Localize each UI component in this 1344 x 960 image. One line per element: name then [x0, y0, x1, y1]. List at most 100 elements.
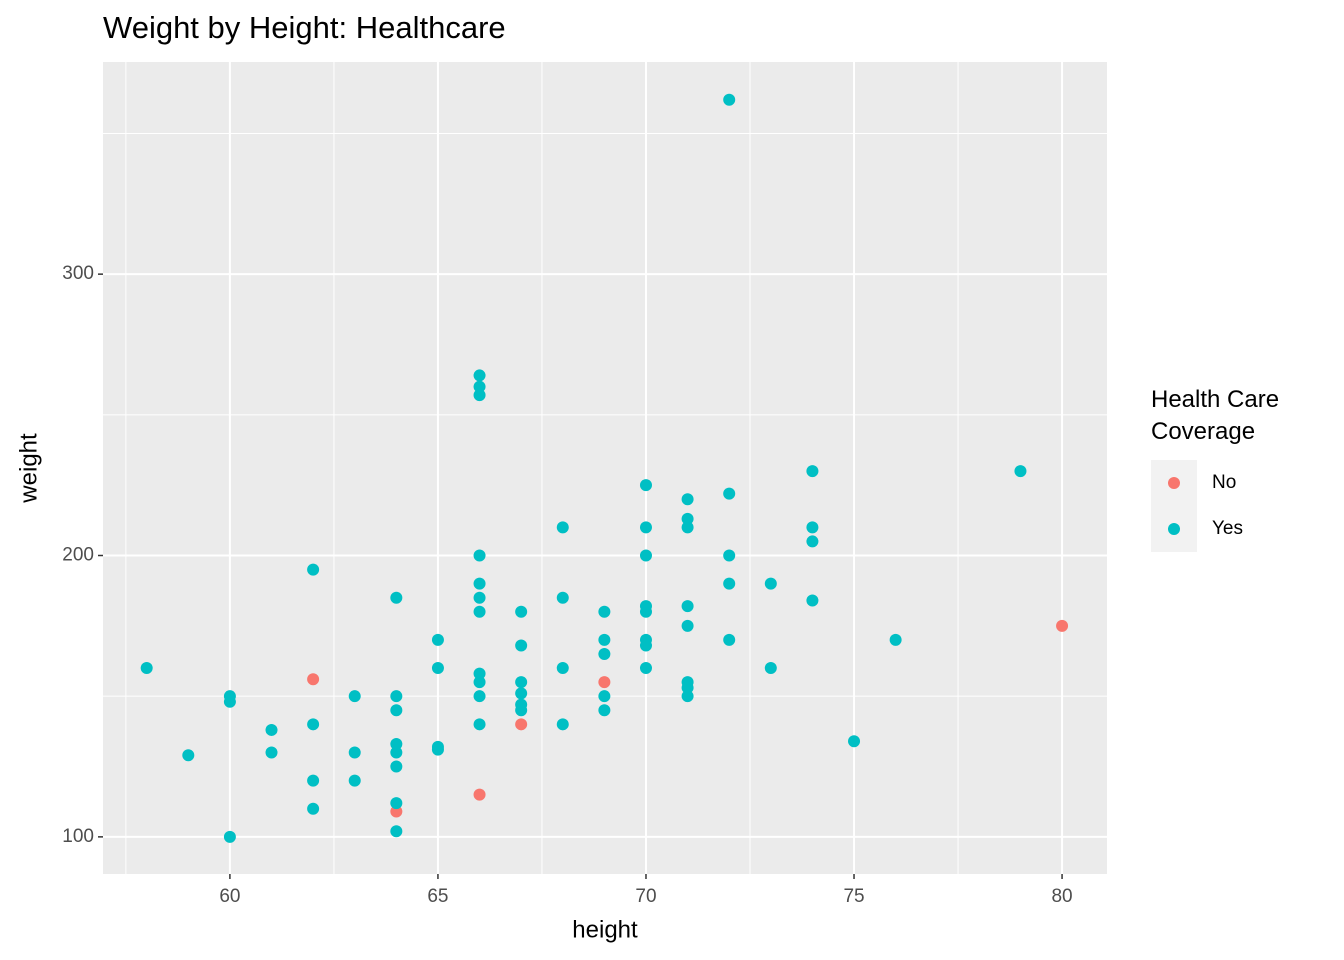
point: [723, 633, 736, 646]
point: [639, 662, 652, 675]
point: [223, 695, 236, 708]
legend-title: Health Care Coverage: [1151, 386, 1280, 445]
legend-key: [1168, 477, 1180, 489]
legend-label: Yes: [1212, 518, 1243, 539]
point: [473, 667, 486, 680]
point: [681, 521, 694, 534]
point: [390, 591, 403, 604]
point: [473, 690, 486, 703]
point: [473, 605, 486, 618]
point: [681, 600, 694, 613]
point: [265, 746, 278, 759]
x-tick-label: 80: [1051, 886, 1072, 907]
point: [515, 676, 528, 689]
point: [182, 749, 195, 762]
point: [473, 389, 486, 402]
point: [639, 639, 652, 652]
point: [598, 690, 611, 703]
point: [223, 830, 236, 843]
point: [681, 512, 694, 525]
x-tick-label: 75: [843, 886, 864, 907]
point: [307, 774, 320, 787]
point: [515, 605, 528, 618]
point: [889, 633, 902, 646]
point: [390, 805, 403, 818]
y-axis-label: weight: [15, 433, 42, 504]
y-tick-label: 100: [62, 826, 94, 847]
y-tick-label: 200: [62, 545, 94, 566]
point: [806, 594, 819, 607]
point: [723, 93, 736, 106]
point: [348, 774, 361, 787]
point: [681, 619, 694, 632]
point: [556, 591, 569, 604]
point: [265, 723, 278, 736]
point: [390, 738, 403, 751]
point: [556, 718, 569, 731]
y-tick-label: 300: [62, 263, 94, 284]
legend-key-background: [1151, 460, 1197, 552]
point: [681, 493, 694, 506]
point: [598, 633, 611, 646]
point: [806, 465, 819, 478]
point: [598, 676, 611, 689]
point: [723, 549, 736, 562]
point: [639, 549, 652, 562]
point: [473, 788, 486, 801]
point: [307, 718, 320, 731]
point: [639, 479, 652, 492]
plot-panel: [103, 62, 1107, 874]
point: [307, 802, 320, 815]
legend-key: [1168, 523, 1180, 535]
point: [1056, 619, 1069, 632]
point: [764, 577, 777, 590]
point: [515, 687, 528, 700]
point: [431, 743, 444, 756]
point: [639, 521, 652, 534]
point: [473, 380, 486, 393]
point: [515, 718, 528, 731]
point: [431, 633, 444, 646]
point: [848, 735, 861, 748]
point: [390, 704, 403, 717]
point: [806, 521, 819, 534]
point: [473, 369, 486, 382]
point: [556, 521, 569, 534]
x-axis-label: height: [572, 916, 638, 943]
point: [348, 690, 361, 703]
point: [598, 647, 611, 660]
point: [1014, 465, 1027, 478]
point: [307, 563, 320, 576]
point: [473, 549, 486, 562]
x-tick-label: 60: [219, 886, 240, 907]
point: [473, 718, 486, 731]
point: [390, 746, 403, 759]
point: [390, 690, 403, 703]
point: [806, 535, 819, 548]
point: [307, 673, 320, 686]
point: [515, 639, 528, 652]
point: [681, 681, 694, 694]
point: [764, 662, 777, 675]
point: [556, 662, 569, 675]
point: [390, 760, 403, 773]
point: [390, 825, 403, 838]
point: [473, 577, 486, 590]
point: [723, 487, 736, 500]
point: [140, 662, 153, 675]
legend-label: No: [1212, 472, 1236, 493]
point: [473, 676, 486, 689]
chart-title: Weight by Height: Healthcare: [103, 10, 506, 45]
point: [723, 577, 736, 590]
point: [598, 704, 611, 717]
point: [515, 704, 528, 717]
x-tick-label: 70: [635, 886, 656, 907]
point: [639, 605, 652, 618]
point: [681, 690, 694, 703]
point: [348, 746, 361, 759]
point: [473, 591, 486, 604]
x-tick-label: 65: [427, 886, 448, 907]
point: [431, 662, 444, 675]
